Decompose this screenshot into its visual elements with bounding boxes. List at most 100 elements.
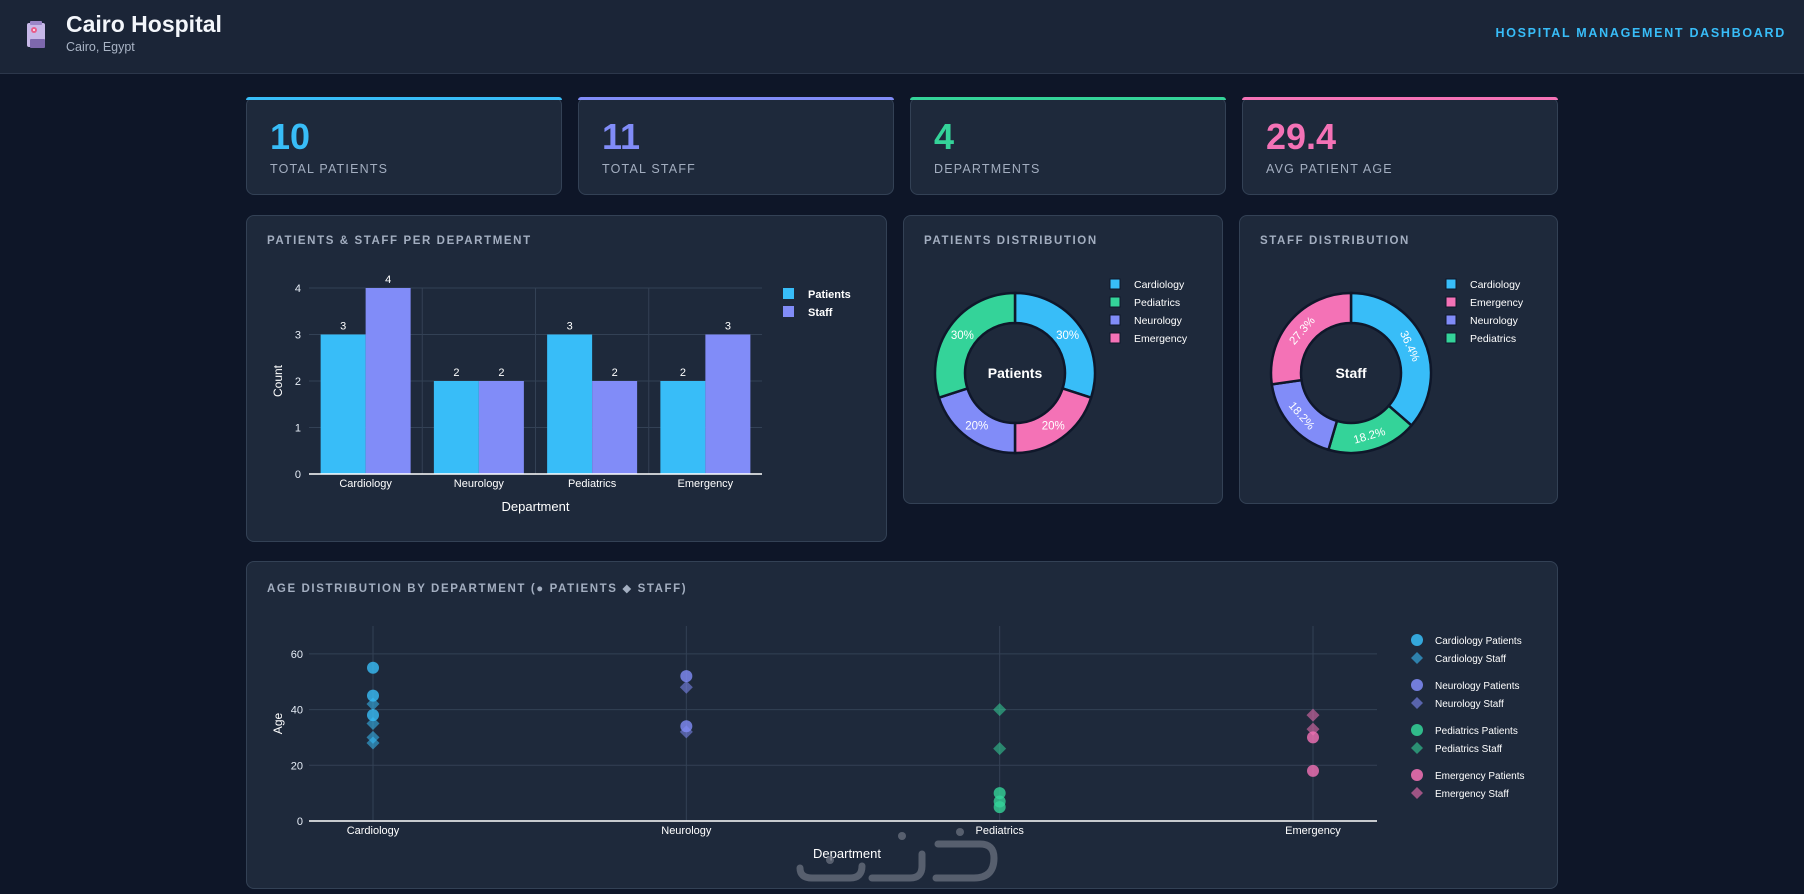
stat-value: 4 — [934, 116, 955, 157]
y-tick-label: 2 — [295, 376, 301, 388]
stat-accent-bar — [246, 97, 562, 100]
legend-marker — [1411, 724, 1423, 736]
bar-staff-neurology — [478, 381, 524, 474]
scatter-point-neurology-patient — [680, 670, 693, 683]
panel-title: STAFF DISTRIBUTION — [1260, 235, 1410, 247]
donut-slice-cardiology — [1349, 291, 1433, 428]
scatter-point-cardiology-patient — [367, 661, 379, 674]
stat-accent-bar — [910, 97, 1226, 100]
legend-label: Cardiology Patients — [1435, 636, 1522, 647]
x-tick-label: Pediatrics — [568, 478, 617, 490]
legend-swatch — [1109, 314, 1121, 326]
donut-slice-emergency — [1269, 291, 1353, 386]
bar-value-label: 2 — [680, 367, 686, 379]
stat-label: TOTAL PATIENTS — [270, 162, 389, 176]
legend-swatch — [1109, 278, 1121, 290]
stat-card-avg-patient-age: 29.4 AVG PATIENT AGE — [1242, 97, 1558, 195]
bar-value-label: 3 — [725, 321, 731, 333]
bar-patients-pediatrics — [547, 334, 593, 474]
y-tick-label: 4 — [295, 283, 301, 295]
legend-swatch — [1445, 314, 1457, 326]
hospital-icon — [27, 21, 45, 48]
donut-value-label: 20% — [1042, 421, 1065, 433]
bar-chart-panel: PATIENTS & STAFF PER DEPARTMENT 0 1 2 3 4 3 4 C… — [246, 215, 887, 542]
scatter-point-emergency-patient — [1307, 764, 1319, 777]
bar-value-label: 2 — [612, 367, 618, 379]
donut-slice-cardiology — [1013, 291, 1097, 400]
legend-label: Cardiology — [1134, 279, 1185, 291]
scatter-point-emergency-staff — [1306, 722, 1320, 736]
stat-card-total-staff: 11 TOTAL STAFF — [578, 97, 894, 195]
donut-center-label: Staff — [1335, 365, 1366, 381]
age-scatter-chart: 0 20 40 60 Cardiology Neurology Pediatrics Emer… — [271, 626, 1525, 861]
legend-label: Neurology Patients — [1435, 681, 1520, 692]
stat-value: 10 — [270, 116, 311, 157]
staff-distribution-panel: STAFF DISTRIBUTION 36.4% 18.2% 18.2% 27.3% S… — [1239, 215, 1558, 504]
bar-chart: 0 1 2 3 4 3 4 Cardiology 2 2 Neurology 3 2 Pediatrics… — [271, 274, 851, 514]
panel-title: PATIENTS DISTRIBUTION — [924, 235, 1098, 247]
bar-staff-emergency — [705, 334, 751, 474]
panel-title: PATIENTS & STAFF PER DEPARTMENT — [267, 235, 532, 247]
scatter-point-pediatrics-patient — [993, 801, 1006, 814]
header: Cairo Hospital Cairo, Egypt HOSPITAL MAN… — [0, 0, 1804, 74]
patients-distribution-panel: PATIENTS DISTRIBUTION 30% 20% 20% 30% Patien… — [903, 215, 1223, 504]
legend-label: Emergency — [1134, 333, 1188, 345]
legend-marker — [1411, 652, 1423, 664]
legend-swatch — [1445, 296, 1457, 308]
legend-label: Pediatrics — [1470, 333, 1516, 345]
hospital-location: Cairo, Egypt — [66, 40, 135, 54]
stat-accent-bar — [578, 97, 894, 100]
y-axis-title: Count — [271, 364, 285, 397]
y-tick-label: 60 — [291, 649, 303, 661]
scatter-point-cardiology-staff — [366, 736, 380, 750]
x-tick-label: Neurology — [661, 825, 712, 837]
legend-marker — [1411, 742, 1423, 754]
scatter-point-emergency-patient — [1307, 731, 1319, 744]
donut-value-label: 20% — [965, 421, 988, 433]
bar-staff-cardiology — [365, 288, 411, 474]
staff-donut-chart: 36.4%18.2%18.2%27.3%StaffCardiologyEmerg… — [1269, 278, 1524, 455]
scatter-point-emergency-staff — [1306, 708, 1320, 722]
hospital-name: Cairo Hospital — [66, 11, 222, 37]
bar-patients-cardiology — [320, 334, 366, 474]
legend-label: Patients — [808, 289, 851, 301]
stat-label: DEPARTMENTS — [934, 162, 1041, 176]
bar-value-label: 2 — [453, 367, 459, 379]
y-tick-label: 20 — [291, 760, 303, 772]
bar-value-label: 4 — [385, 274, 391, 286]
legend-swatch — [1109, 296, 1121, 308]
scatter-point-pediatrics-staff — [993, 703, 1007, 717]
stat-accent-bar — [1242, 97, 1558, 100]
x-tick-label: Cardiology — [347, 825, 400, 837]
donut-value-label: 30% — [1056, 330, 1079, 342]
legend-swatch — [1445, 278, 1457, 290]
x-tick-label: Pediatrics — [976, 825, 1025, 837]
stat-label: AVG PATIENT AGE — [1266, 162, 1393, 176]
legend-label: Emergency Patients — [1435, 771, 1525, 782]
panel-title: AGE DISTRIBUTION BY DEPARTMENT (● PATIEN… — [267, 583, 688, 595]
legend-label: Pediatrics Staff — [1435, 744, 1502, 755]
scatter-point-cardiology-staff — [366, 717, 380, 730]
legend-swatch — [783, 288, 794, 299]
legend-marker — [1411, 787, 1423, 799]
y-axis-title: Age — [271, 713, 285, 735]
x-axis-title: Department — [502, 499, 570, 514]
legend-label: Neurology — [1470, 315, 1519, 327]
legend-marker — [1411, 634, 1423, 646]
bar-value-label: 3 — [567, 321, 573, 333]
x-tick-label: Emergency — [678, 478, 734, 490]
scatter-point-cardiology-staff — [366, 697, 380, 711]
legend-marker — [1411, 769, 1423, 781]
x-tick-label: Neurology — [454, 478, 505, 490]
stat-card-departments: 4 DEPARTMENTS — [910, 97, 1226, 195]
donut-center-label: Patients — [988, 365, 1043, 381]
legend-label: Neurology — [1134, 315, 1183, 327]
scatter-point-neurology-staff — [679, 680, 693, 694]
legend-label: Cardiology Staff — [1435, 654, 1506, 665]
stat-value: 11 — [602, 116, 641, 157]
scatter-point-cardiology-patient — [367, 709, 379, 722]
legend-swatch — [1109, 332, 1121, 344]
bar-staff-pediatrics — [592, 381, 638, 474]
stat-value: 29.4 — [1266, 116, 1337, 157]
legend-label: Emergency — [1470, 297, 1524, 309]
